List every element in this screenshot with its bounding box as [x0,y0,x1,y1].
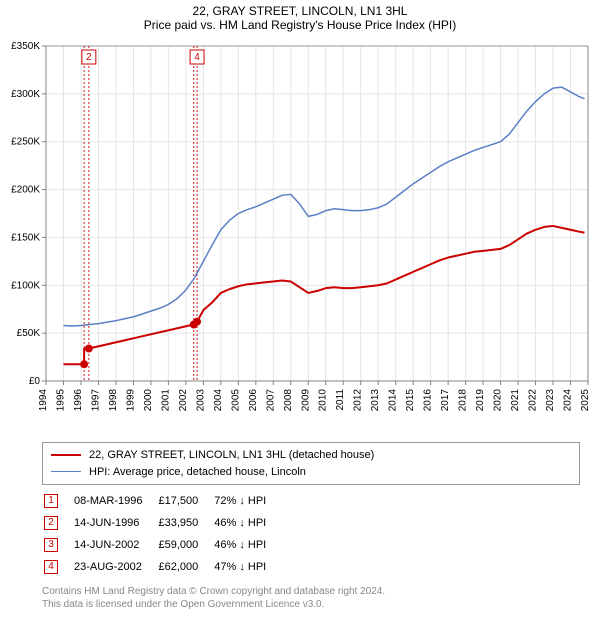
transaction-marker: 4 [44,560,58,574]
svg-text:2017: 2017 [440,389,451,412]
table-row: 1 08-MAR-1996£17,50072% ↓ HPI [44,491,280,511]
transaction-marker: 1 [44,494,58,508]
svg-text:2008: 2008 [283,389,294,412]
table-row: 3 14-JUN-2002£59,00046% ↓ HPI [44,535,280,555]
svg-text:2020: 2020 [493,389,504,412]
legend-label: HPI: Average price, detached house, Linc… [89,464,306,481]
svg-text:£350K: £350K [11,41,40,52]
svg-text:2010: 2010 [318,389,329,412]
attribution: Contains HM Land Registry data © Crown c… [42,585,580,611]
legend: 22, GRAY STREET, LINCOLN, LN1 3HL (detac… [42,442,580,485]
legend-item: 22, GRAY STREET, LINCOLN, LN1 3HL (detac… [51,447,571,464]
svg-text:2025: 2025 [580,389,591,412]
svg-text:2006: 2006 [248,389,259,412]
svg-text:2011: 2011 [335,389,346,411]
transaction-delta: 72% ↓ HPI [214,491,280,511]
svg-text:£200K: £200K [11,185,40,196]
transaction-price: £62,000 [158,557,212,577]
transaction-price: £17,500 [158,491,212,511]
svg-text:£150K: £150K [11,232,40,243]
chart-canvas: £0 £50K £100K £150K £200K £250K £300K £350K 1994… [0,36,600,436]
page-title: 22, GRAY STREET, LINCOLN, LN1 3HL [0,4,600,18]
table-row: 4 23-AUG-2002£62,00047% ↓ HPI [44,557,280,577]
transaction-marker: 2 [44,516,58,530]
svg-text:2009: 2009 [300,389,311,412]
svg-text:2001: 2001 [160,389,171,412]
svg-text:2021: 2021 [510,389,521,412]
svg-text:2019: 2019 [475,389,486,412]
svg-text:2007: 2007 [265,389,276,412]
page-subtitle: Price paid vs. HM Land Registry's House … [0,18,600,32]
svg-text:2005: 2005 [230,389,241,412]
legend-item: HPI: Average price, detached house, Linc… [51,464,571,481]
svg-text:£0: £0 [29,376,41,387]
svg-text:1998: 1998 [108,389,119,412]
svg-text:2013: 2013 [370,389,381,412]
svg-text:1997: 1997 [90,389,101,412]
svg-text:2024: 2024 [563,389,574,412]
legend-swatch [51,454,81,456]
svg-text:1994: 1994 [38,389,49,412]
transaction-price: £59,000 [158,535,212,555]
transaction-date: 14-JUN-2002 [74,535,156,555]
svg-text:2003: 2003 [195,389,206,412]
transaction-delta: 46% ↓ HPI [214,513,280,533]
transaction-date: 08-MAR-1996 [74,491,156,511]
svg-text:1996: 1996 [73,389,84,412]
svg-text:2023: 2023 [545,389,556,412]
transaction-delta: 46% ↓ HPI [214,535,280,555]
svg-text:2016: 2016 [423,389,434,412]
transaction-price: £33,950 [158,513,212,533]
svg-text:2: 2 [86,52,92,63]
svg-text:2000: 2000 [143,389,154,412]
price-chart: £0 £50K £100K £150K £200K £250K £300K £350K 1994… [0,36,600,436]
attribution-line: This data is licensed under the Open Gov… [42,598,580,611]
svg-text:2004: 2004 [213,389,224,412]
svg-text:2022: 2022 [528,389,539,412]
svg-text:£100K: £100K [11,280,40,291]
svg-text:£50K: £50K [17,328,41,339]
transaction-date: 14-JUN-1996 [74,513,156,533]
svg-text:2012: 2012 [353,389,364,412]
attribution-line: Contains HM Land Registry data © Crown c… [42,585,580,598]
transaction-delta: 47% ↓ HPI [214,557,280,577]
svg-text:£300K: £300K [11,89,40,100]
table-row: 2 14-JUN-1996£33,95046% ↓ HPI [44,513,280,533]
svg-text:1995: 1995 [55,389,66,412]
svg-text:2014: 2014 [388,389,399,412]
svg-text:4: 4 [194,52,200,63]
svg-text:2002: 2002 [178,389,189,412]
svg-text:1999: 1999 [125,389,136,412]
svg-text:2015: 2015 [405,389,416,412]
legend-swatch [51,471,81,472]
legend-label: 22, GRAY STREET, LINCOLN, LN1 3HL (detac… [89,447,374,464]
transactions-table: 1 08-MAR-1996£17,50072% ↓ HPI 2 14-JUN-1996… [42,489,282,579]
svg-text:£250K: £250K [11,137,40,148]
transaction-marker: 3 [44,538,58,552]
transaction-date: 23-AUG-2002 [74,557,156,577]
svg-text:2018: 2018 [458,389,469,412]
